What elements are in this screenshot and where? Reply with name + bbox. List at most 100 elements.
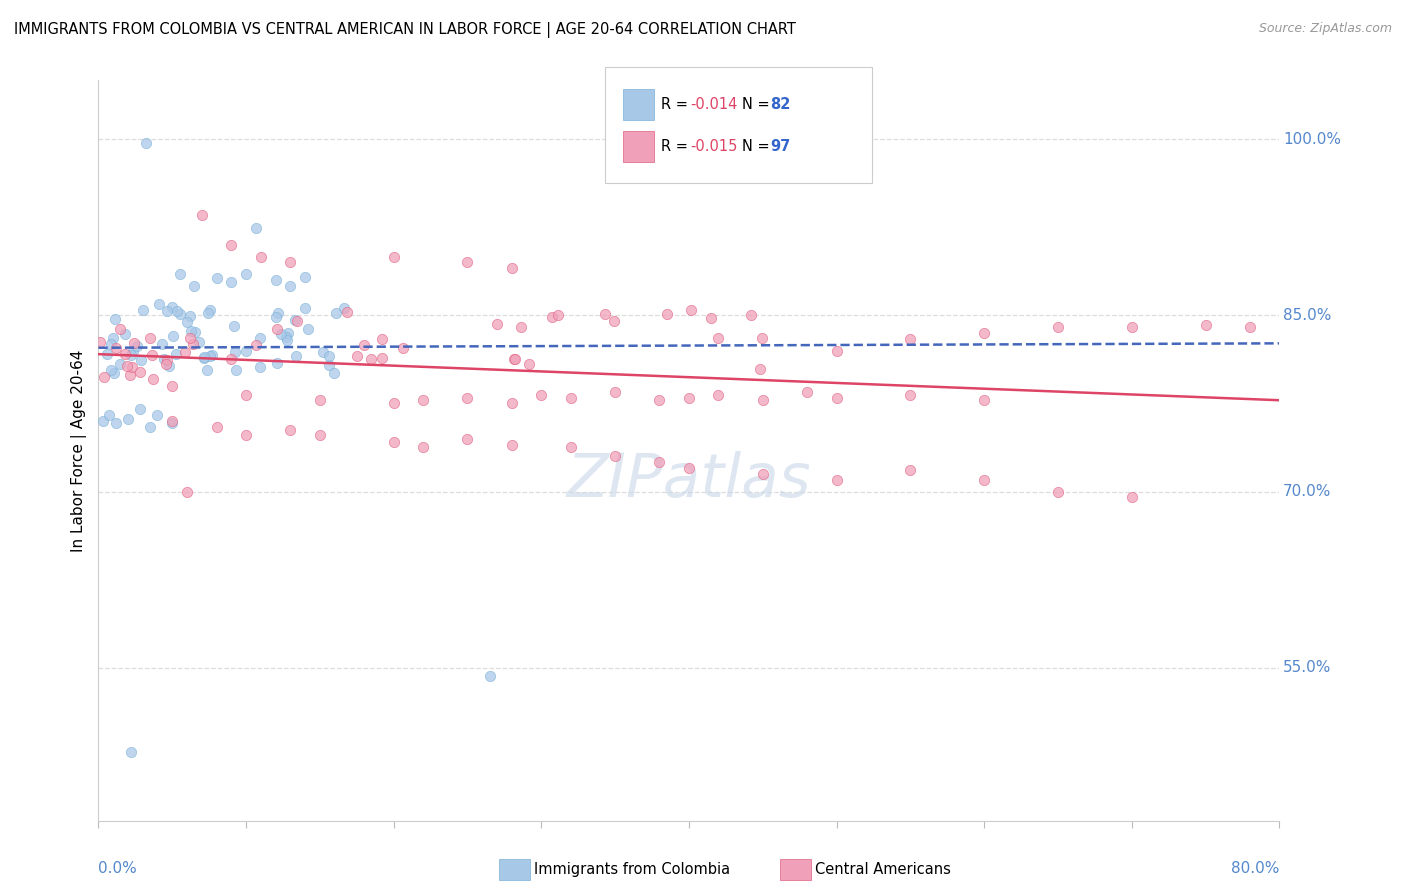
Point [200,302,222,317]
Point [235,267,257,281]
Point [162,329,184,343]
Point [155,357,177,371]
Point [336,305,359,319]
Point [353,337,375,351]
Text: R =: R = [661,139,692,153]
Text: 85.0%: 85.0% [1284,308,1331,323]
Point [117,411,139,425]
Text: Source: ZipAtlas.com: Source: ZipAtlas.com [1258,22,1392,36]
Point [457,391,479,405]
Point [509,319,531,334]
Point [156,353,179,368]
Point [752,467,775,481]
Point [120,348,142,362]
Text: N =: N = [742,139,775,153]
Text: R =: R = [661,97,692,112]
Point [135,136,157,150]
Point [648,455,671,469]
Point [173,345,195,359]
Point [250,250,273,264]
Point [93,369,115,384]
Point [900,332,922,346]
Point [706,331,728,345]
Point [297,322,319,336]
Point [191,209,214,223]
Point [485,318,508,332]
Point [245,221,267,235]
Point [973,326,995,340]
Point [129,365,152,379]
Point [117,359,139,373]
Point [160,300,183,314]
Point [235,428,257,442]
Point [1046,320,1070,334]
Point [101,331,124,345]
Point [180,324,202,338]
Point [153,351,176,366]
Point [179,331,201,345]
Point [183,279,205,293]
Point [150,337,173,351]
Point [249,331,271,345]
Text: 80.0%: 80.0% [1232,862,1279,876]
Point [973,473,995,487]
Point [751,331,773,345]
Text: -0.015: -0.015 [690,139,738,153]
Point [148,296,170,310]
Point [825,343,848,358]
Point [285,313,308,327]
Point [249,359,271,374]
Point [122,335,145,350]
Point [162,379,183,393]
Point [457,255,479,269]
Point [530,388,553,402]
Point [678,461,700,475]
Point [280,255,302,269]
Point [796,384,818,399]
Point [141,348,163,362]
Point [412,440,434,454]
Point [318,349,340,363]
Point [266,321,288,335]
Point [162,417,183,431]
Text: 55.0%: 55.0% [1284,660,1331,675]
Point [264,273,287,287]
Point [294,269,316,284]
Text: -0.014: -0.014 [690,97,738,112]
Point [501,261,523,276]
Point [166,304,188,318]
Point [105,417,128,431]
Point [707,388,730,402]
Point [280,279,302,293]
Point [235,388,257,402]
Point [131,303,153,318]
Point [139,420,162,434]
Point [169,307,191,321]
Point [1121,320,1143,334]
Point [179,309,201,323]
Point [294,301,316,315]
Point [193,350,215,364]
Point [91,414,114,428]
Point [205,270,228,285]
Point [104,341,127,355]
Point [128,402,150,417]
Point [346,349,368,363]
Point [176,314,198,328]
Point [184,325,207,339]
Point [309,428,332,442]
Point [973,392,995,407]
Point [1121,491,1143,505]
Point [225,363,247,377]
Point [122,344,145,359]
Point [593,307,616,321]
Point [900,388,922,402]
Point [235,343,257,358]
Point [197,306,219,320]
Point [103,366,125,380]
Point [201,347,224,361]
Point [187,335,209,350]
Point [195,363,218,377]
Point [277,326,299,340]
Point [309,392,332,407]
